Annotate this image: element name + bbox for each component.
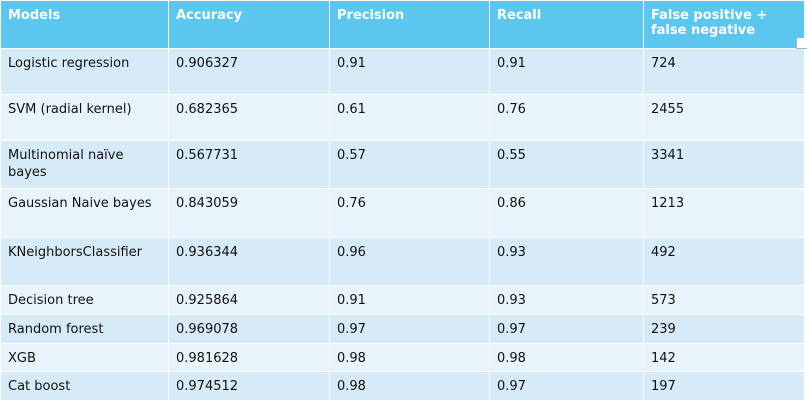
cell-model: Random forest: [0, 313, 169, 344]
cell-fp-fn: 197: [643, 370, 805, 401]
cell-recall: 0.97: [489, 313, 644, 344]
table-row: SVM (radial kernel) 0.682365 0.61 0.76 2…: [0, 94, 805, 142]
cell-fp-fn: 239: [643, 313, 805, 344]
cell-accuracy: 0.969078: [168, 313, 330, 344]
header-accuracy: Accuracy: [168, 0, 330, 49]
table-header-row: Models Accuracy Precision Recall False p…: [0, 0, 805, 49]
header-models: Models: [0, 0, 169, 49]
cell-precision: 0.98: [329, 342, 490, 372]
table-row: Multinomial naïve bayes 0.567731 0.57 0.…: [0, 140, 805, 190]
cell-model: Cat boost: [0, 370, 169, 401]
cell-fp-fn: 492: [643, 236, 805, 286]
cell-model: Multinomial naïve bayes: [0, 140, 169, 190]
header-recall: Recall: [489, 0, 644, 49]
cell-model: XGB: [0, 342, 169, 372]
table-row: KNeighborsClassifier 0.936344 0.96 0.93 …: [0, 236, 805, 286]
cell-fp-fn: 1213: [643, 188, 805, 238]
cell-precision: 0.76: [329, 188, 490, 238]
cell-model: Decision tree: [0, 284, 169, 315]
table-row: Logistic regression 0.906327 0.91 0.91 7…: [0, 47, 805, 96]
cell-precision: 0.91: [329, 284, 490, 315]
cell-accuracy: 0.843059: [168, 188, 330, 238]
header-precision: Precision: [329, 0, 490, 49]
cell-accuracy: 0.682365: [168, 94, 330, 142]
cell-fp-fn: 3341: [643, 140, 805, 190]
table-row: Decision tree 0.925864 0.91 0.93 573: [0, 284, 805, 315]
table-row: Cat boost 0.974512 0.98 0.97 197: [0, 370, 805, 401]
cell-fp-fn: 142: [643, 342, 805, 372]
cell-precision: 0.96: [329, 236, 490, 286]
cell-model: KNeighborsClassifier: [0, 236, 169, 286]
cell-recall: 0.93: [489, 236, 644, 286]
cell-accuracy: 0.906327: [168, 47, 330, 96]
cell-accuracy: 0.925864: [168, 284, 330, 315]
right-edge-divider: [804, 0, 807, 401]
cell-accuracy: 0.981628: [168, 342, 330, 372]
cell-accuracy: 0.567731: [168, 140, 330, 190]
cell-precision: 0.61: [329, 94, 490, 142]
cell-model: Gaussian Naive bayes: [0, 188, 169, 238]
cell-recall: 0.97: [489, 370, 644, 401]
table-row: Random forest 0.969078 0.97 0.97 239: [0, 313, 805, 344]
cell-model: SVM (radial kernel): [0, 94, 169, 142]
cell-fp-fn: 573: [643, 284, 805, 315]
cell-precision: 0.97: [329, 313, 490, 344]
cell-accuracy: 0.974512: [168, 370, 330, 401]
cell-precision: 0.91: [329, 47, 490, 96]
table-row: XGB 0.981628 0.98 0.98 142: [0, 342, 805, 372]
cell-recall: 0.86: [489, 188, 644, 238]
cell-precision: 0.98: [329, 370, 490, 401]
header-fp-fn: False positive + false negative: [643, 0, 805, 49]
cell-recall: 0.91: [489, 47, 644, 96]
cell-recall: 0.98: [489, 342, 644, 372]
table-row: Gaussian Naive bayes 0.843059 0.76 0.86 …: [0, 188, 805, 238]
cell-accuracy: 0.936344: [168, 236, 330, 286]
cell-recall: 0.55: [489, 140, 644, 190]
cell-fp-fn: 2455: [643, 94, 805, 142]
cell-recall: 0.93: [489, 284, 644, 315]
cell-recall: 0.76: [489, 94, 644, 142]
cell-model: Logistic regression: [0, 47, 169, 96]
cell-fp-fn: 724: [643, 47, 805, 96]
cell-precision: 0.57: [329, 140, 490, 190]
corner-fold-mark: [796, 38, 807, 49]
